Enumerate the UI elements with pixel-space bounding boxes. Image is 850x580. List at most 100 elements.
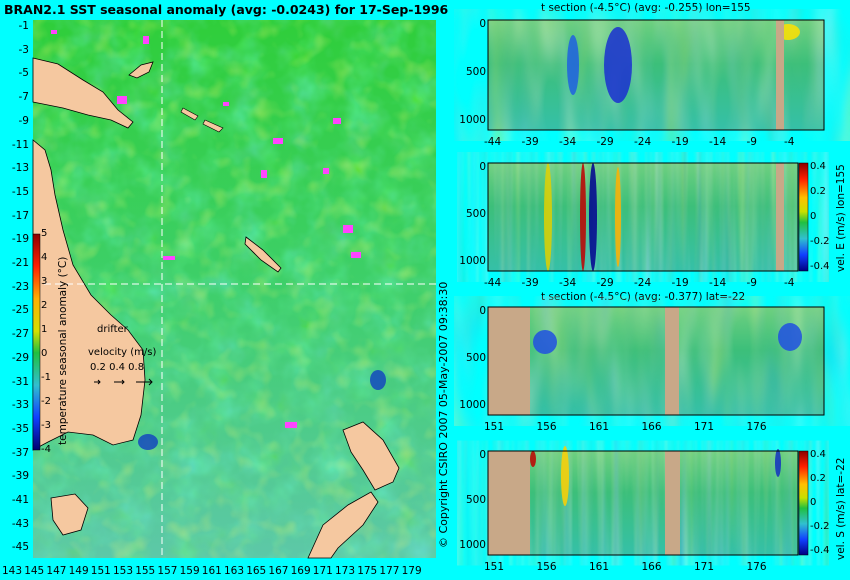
vel-colorbar-top: [798, 162, 809, 272]
lat-tick-label: -33: [11, 399, 29, 412]
vel-colorbar-tick-label: 0.2: [810, 186, 826, 197]
sst-anomaly-map: [32, 20, 436, 559]
vel-colorbar-tick-label: 0.4: [810, 449, 826, 460]
solomon-islands-land: [180, 107, 224, 133]
lat-tick-label: -21: [11, 257, 29, 269]
section-title: t section (-4.5°C) (avg: -0.255) lon=155: [541, 2, 751, 14]
section-x-tick-label: 171: [694, 561, 715, 573]
section-x-tick-label: 151: [484, 421, 505, 433]
section-x-tick-label: -9: [746, 136, 757, 148]
section-x-tick-label: -29: [596, 136, 614, 148]
section-x-tick-label: 176: [746, 421, 767, 433]
section-x-tick-label: 156: [536, 561, 557, 573]
section-x-tick-label: -39: [521, 136, 539, 148]
section-x-tick-label: -44: [484, 277, 502, 289]
lon-tick-label: 171: [312, 565, 333, 577]
lat-tick-label: -27: [11, 328, 29, 341]
legend-velocity-values: 0.2 0.4 0.8: [90, 362, 145, 373]
depth-tick-label: 500: [465, 352, 486, 364]
lon-tick-label: 159: [179, 565, 200, 577]
lon-tick-label: 153: [113, 565, 134, 577]
vel-e-colorbar-label: vel. E (m/s) lon=155: [835, 164, 847, 272]
nz-south-land: [307, 491, 379, 559]
vel-colorbar-tick-label: -0.4: [810, 545, 830, 556]
temperature-colorbar: [32, 233, 41, 451]
lat-tick-label: -41: [11, 494, 29, 506]
colorbar-tick-label: 2: [41, 300, 48, 311]
lat-tick-label: -29: [11, 351, 29, 364]
cold-eddies: [138, 370, 386, 450]
lat-tick-label: -17: [11, 209, 29, 222]
lon-tick-label: 147: [46, 565, 67, 577]
section-x-tick-label: -4: [784, 136, 795, 148]
vel-colorbar-tick-label: -0.2: [810, 521, 830, 532]
lon-tick-label: 179: [401, 565, 422, 577]
vel-colorbar-tick-label: 0: [810, 497, 817, 508]
section-x-tick-label: 171: [694, 421, 715, 433]
section-x-tick-label: -34: [559, 277, 577, 289]
colorbar-tick-label: -4: [41, 444, 51, 455]
colorbar-tick-label: 4: [41, 252, 48, 263]
depth-tick-label: 500: [465, 494, 486, 506]
section-x-tick-label: 166: [641, 561, 662, 573]
depth-tick-label: 0: [479, 161, 486, 173]
vel-colorbar-tick-label: -0.2: [810, 236, 830, 247]
lon-tick-label: 145: [24, 565, 45, 577]
legend-drifter-label: drifter: [97, 324, 128, 335]
vel-colorbar-tick-label: 0.4: [810, 161, 826, 172]
lat-tick-label: -9: [18, 114, 29, 127]
copyright-text: © Copyright CSIRO 2007 05-May-2007 09:38…: [437, 281, 450, 548]
lat-tick-label: -37: [11, 446, 29, 459]
vel-colorbar-tick-label: -0.4: [810, 261, 830, 272]
depth-tick-label: 500: [465, 66, 486, 78]
lat-tick-label: -15: [11, 185, 29, 198]
lon-tick-label: 151: [90, 565, 111, 577]
colorbar-tick-label: 5: [41, 228, 48, 239]
vel-colorbar-tick-label: 0.2: [810, 473, 826, 484]
depth-tick-label: 1000: [459, 114, 486, 126]
lat-tick-label: -7: [18, 91, 29, 104]
section-x-tick-label: -44: [484, 136, 502, 148]
lon-tick-label: 155: [135, 565, 156, 577]
lat-tick-label: -39: [11, 470, 29, 483]
section-x-tick-label: -34: [559, 136, 577, 148]
lat-tick-label: -1: [18, 20, 29, 32]
lon-tick-label: 173: [335, 565, 356, 577]
colorbar-label: temperature seasonal anomaly (°C): [57, 256, 69, 445]
section-plot-3: [487, 446, 799, 556]
section-x-tick-label: -24: [634, 136, 652, 148]
section-x-tick-label: -14: [709, 136, 727, 148]
section-x-tick-label: -9: [746, 277, 757, 289]
lat-tick-label: -45: [11, 541, 29, 554]
depth-tick-label: 1000: [459, 399, 486, 411]
new-britain-land: [128, 61, 154, 79]
section-x-tick-label: 151: [484, 561, 505, 573]
section-x-tick-label: -14: [709, 277, 727, 289]
lon-tick-label: 175: [357, 565, 378, 577]
vel-s-colorbar-label: vel. S (m/s) lat=-22: [835, 457, 847, 560]
colorbar-tick-label: -3: [41, 420, 51, 431]
lat-tick-label: -3: [18, 43, 29, 56]
colorbar-tick-label: 0: [41, 348, 48, 359]
lon-tick-label: 149: [68, 565, 89, 577]
anomaly-spots: [51, 30, 361, 428]
vel-colorbar-bottom: [798, 450, 809, 556]
section-plot-0: [487, 19, 825, 131]
nz-north-land: [342, 421, 400, 491]
depth-tick-label: 0: [479, 305, 486, 317]
section-x-tick-label: -19: [671, 136, 689, 148]
lat-tick-label: -11: [11, 138, 29, 151]
depth-tick-label: 1000: [459, 255, 486, 267]
section-x-tick-label: 156: [536, 421, 557, 433]
section-plot-2: [487, 306, 825, 416]
vel-colorbar-tick-label: 0: [810, 211, 817, 222]
section-x-tick-label: -39: [521, 277, 539, 289]
section-x-tick-label: 161: [589, 561, 610, 573]
lat-tick-label: -31: [11, 375, 29, 388]
section-x-tick-label: -4: [784, 277, 795, 289]
lon-tick-label: 177: [379, 565, 400, 577]
lon-tick-label: 163: [224, 565, 245, 577]
legend-velocity-label: velocity (m/s): [88, 347, 157, 358]
png-land: [32, 57, 134, 129]
tasmania-land: [50, 493, 89, 536]
